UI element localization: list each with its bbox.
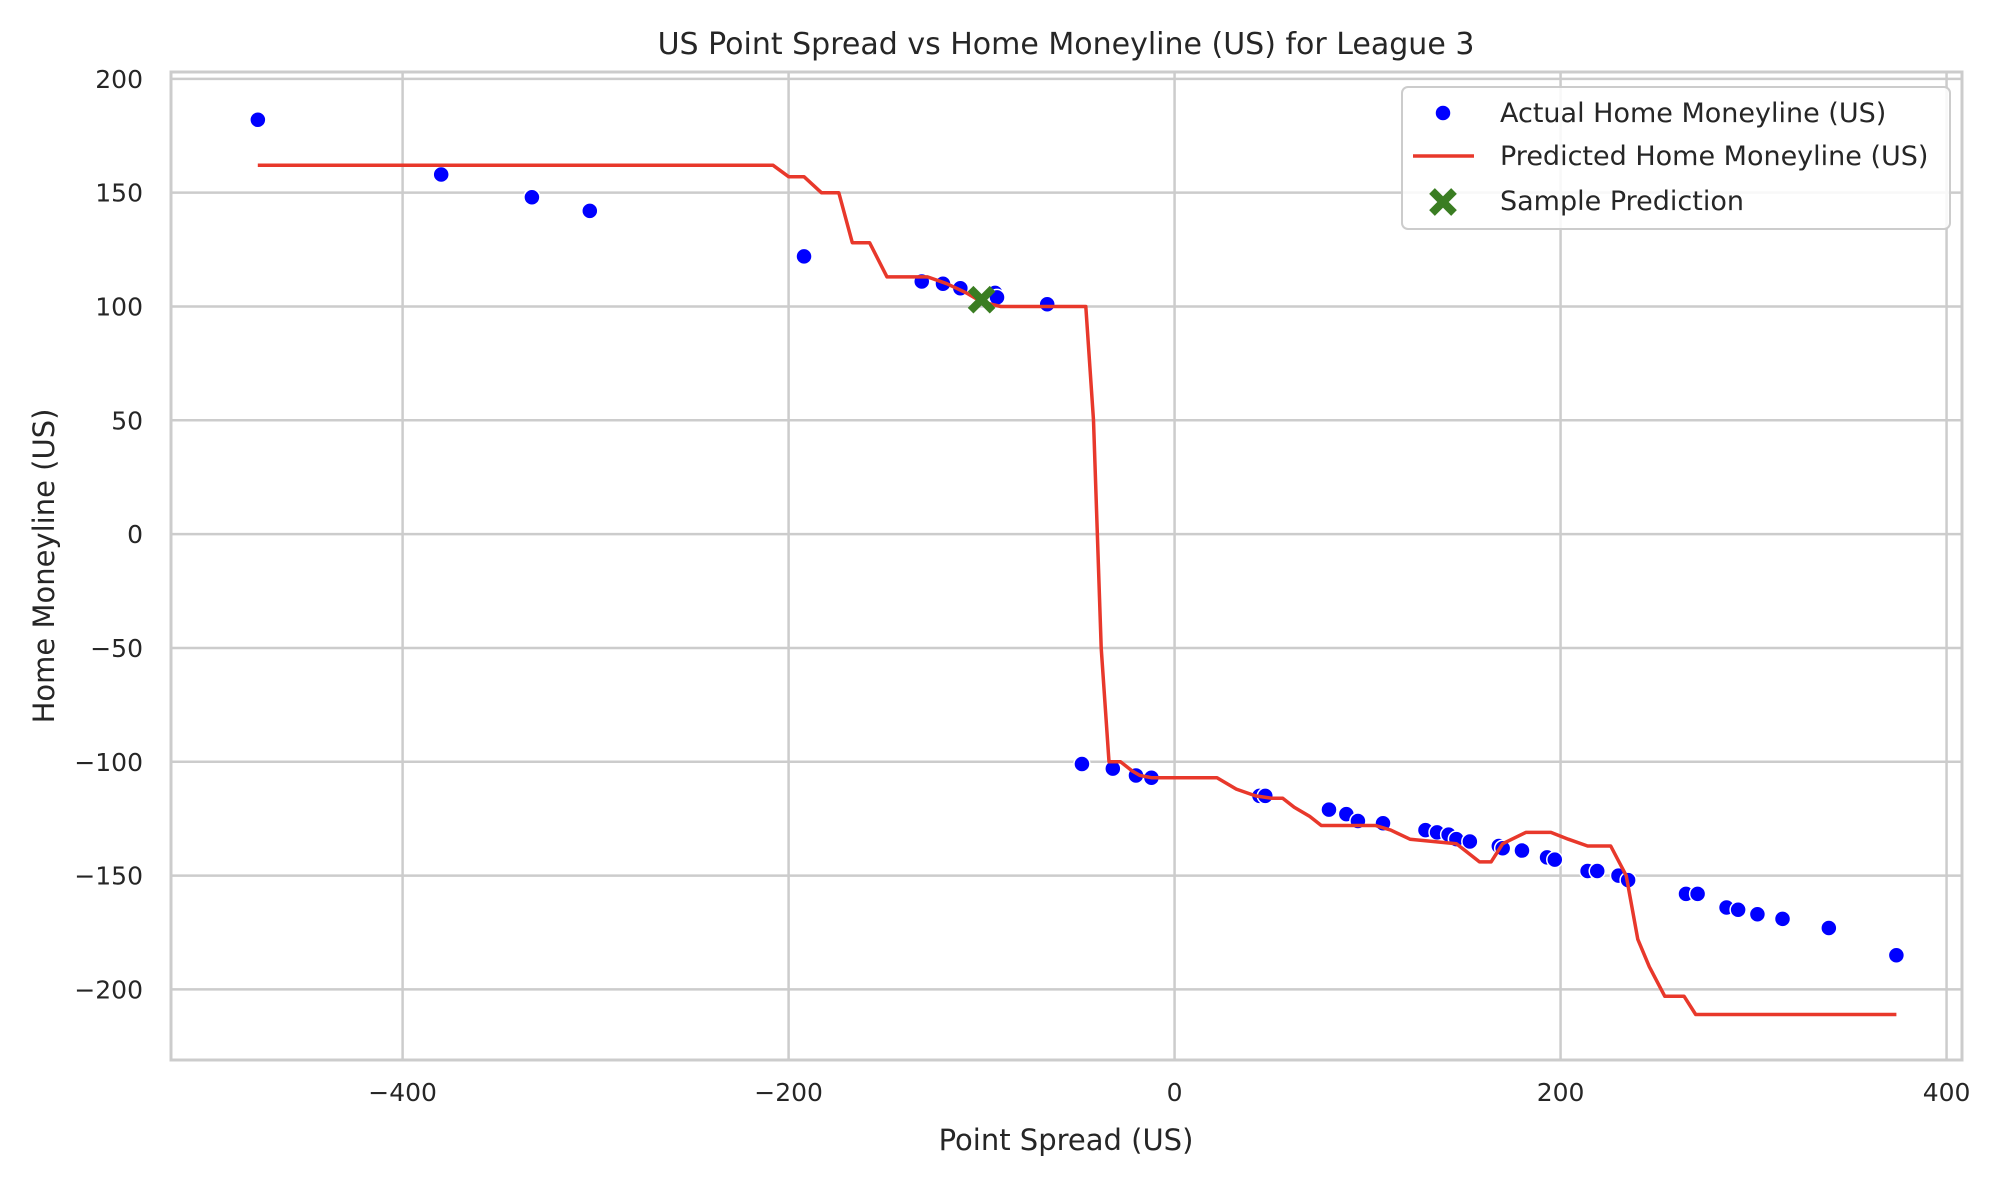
y-tick-label: 100 bbox=[95, 292, 143, 321]
actual-point bbox=[1038, 295, 1056, 313]
x-tick-label: −200 bbox=[754, 1078, 823, 1107]
actual-point bbox=[432, 165, 450, 184]
actual-point bbox=[1773, 910, 1792, 928]
y-tick-label: −200 bbox=[74, 975, 143, 1004]
y-tick-label: −50 bbox=[90, 634, 143, 663]
y-tick-label: −100 bbox=[74, 748, 143, 777]
legend-label-sample: Sample Prediction bbox=[1500, 186, 1744, 217]
actual-point bbox=[1461, 832, 1479, 851]
legend-label-predicted: Predicted Home Moneyline (US) bbox=[1500, 141, 1928, 172]
actual-point bbox=[1688, 885, 1707, 903]
series-layer bbox=[249, 111, 1906, 1017]
actual-point bbox=[1513, 841, 1531, 860]
plot-frame bbox=[169, 70, 1964, 1062]
x-axis-label: Point Spread (US) bbox=[939, 1123, 1194, 1157]
y-tick-label: 200 bbox=[95, 65, 143, 94]
legend-sample-marker bbox=[1429, 188, 1457, 216]
actual-point bbox=[1588, 862, 1606, 880]
actual-point bbox=[1546, 850, 1564, 869]
y-tick-label: 0 bbox=[127, 520, 143, 549]
y-tick-label: 150 bbox=[95, 179, 143, 208]
actual-point bbox=[1320, 800, 1338, 819]
grid bbox=[171, 72, 1962, 1060]
y-tick-label: 50 bbox=[111, 406, 143, 435]
sample-prediction-marker bbox=[967, 285, 996, 314]
x-tick-label: 0 bbox=[1167, 1078, 1183, 1107]
chart-title: US Point Spread vs Home Moneyline (US) f… bbox=[658, 27, 1475, 62]
predicted-line bbox=[257, 163, 1897, 1017]
x-tick-label: 400 bbox=[1923, 1078, 1971, 1107]
actual-point bbox=[581, 202, 599, 220]
actual-point bbox=[523, 188, 541, 206]
actual-point bbox=[249, 111, 267, 129]
x-tick-label: −400 bbox=[368, 1078, 437, 1107]
y-axis-label: Home Moneyline (US) bbox=[27, 409, 61, 724]
actual-point bbox=[1820, 919, 1838, 937]
ticks: −400 −200 0 200 400 200 150 100 50 0 −50 −100 −150 −2… bbox=[74, 65, 1970, 1107]
legend: Actual Home Moneyline (US) Predicted Hom… bbox=[1401, 86, 1951, 230]
legend-box bbox=[1401, 86, 1951, 230]
actual-point bbox=[1887, 946, 1906, 965]
x-tick-label: 200 bbox=[1537, 1078, 1585, 1107]
actual-point bbox=[1073, 755, 1091, 773]
actual-point bbox=[1729, 901, 1747, 919]
y-tick-label: −150 bbox=[74, 862, 143, 891]
legend-label-actual: Actual Home Moneyline (US) bbox=[1500, 98, 1886, 129]
actual-point bbox=[795, 247, 813, 266]
legend-actual-marker bbox=[1434, 104, 1452, 122]
actual-point bbox=[1748, 905, 1767, 924]
